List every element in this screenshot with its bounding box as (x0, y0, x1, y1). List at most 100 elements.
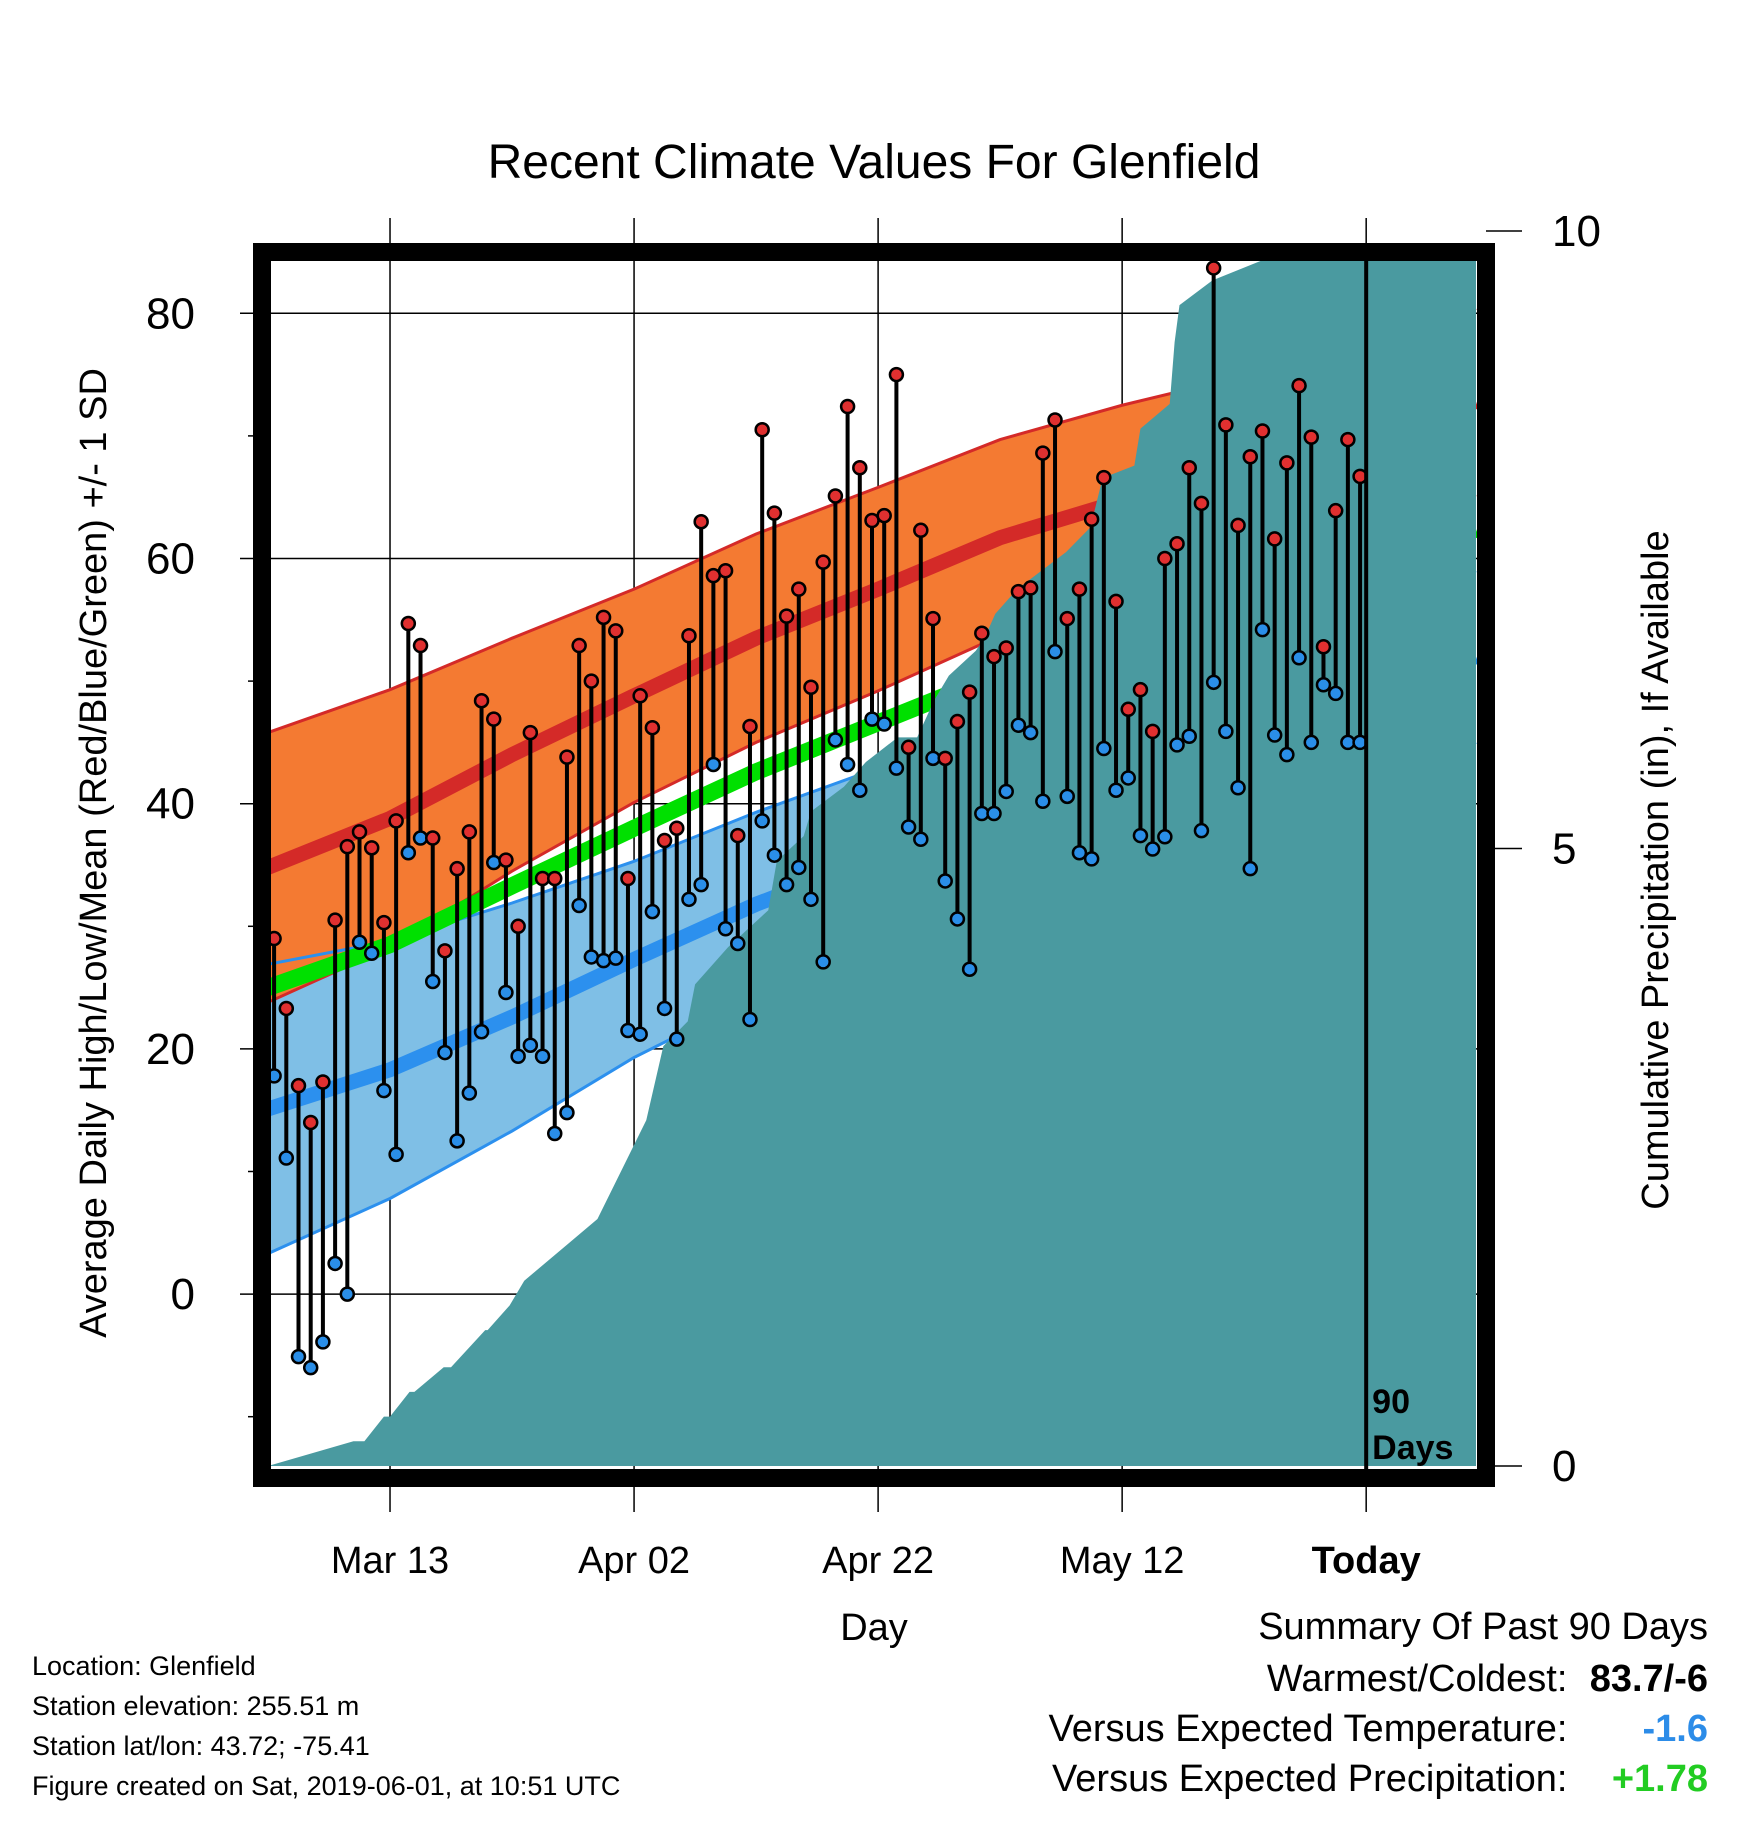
daily-low-point (876, 716, 892, 732)
daily-low-point (559, 1104, 575, 1121)
daily-high-point (461, 824, 478, 840)
daily-high-point (1035, 445, 1051, 461)
precip-area (268, 252, 1476, 1466)
summary-temp: Versus Expected Temperature: -1.6 (1049, 1708, 1708, 1751)
daily-low-point (449, 1133, 465, 1149)
daily-high-point (1132, 681, 1149, 698)
plot-frame (253, 243, 1495, 1487)
daily-high-point (1315, 639, 1332, 655)
daily-low-point (363, 945, 380, 962)
daily-high-point (803, 679, 819, 695)
daily-high-point (754, 422, 770, 438)
daily-high-point (1022, 580, 1039, 596)
daily-low-point (302, 1359, 319, 1376)
daily-low-point (1132, 827, 1149, 844)
daily-low-point (546, 1125, 563, 1142)
y-axis-tick-label: 40 (146, 780, 195, 829)
daily-high-point (1291, 377, 1307, 394)
daily-high-point (485, 711, 502, 727)
daily-low-point (937, 873, 953, 889)
daily-high-point (925, 610, 941, 627)
daily-high-point (1327, 502, 1344, 519)
daily-low-point (461, 1085, 478, 1101)
daily-low-point (888, 760, 905, 776)
daily-high-point (302, 1114, 319, 1131)
x-axis-tick-label: May 12 (1060, 1540, 1185, 1582)
daily-low-point (791, 859, 807, 876)
daily-low-point (1083, 851, 1100, 867)
x-axis-tick-label: Apr 22 (822, 1540, 934, 1582)
daily-high-point (839, 398, 856, 415)
y2-axis-tick-label: 5 (1552, 825, 1576, 874)
daily-low-point (681, 891, 697, 908)
daily-points (266, 260, 1368, 1376)
daily-high-point (327, 912, 343, 928)
daily-low-point (510, 1048, 526, 1065)
daily-high-point (315, 1074, 331, 1090)
daily-high-point (1218, 417, 1234, 433)
daily-high-point (608, 623, 624, 639)
daily-high-point (363, 840, 380, 856)
daily-low-point (1181, 728, 1198, 745)
daily-high-point (1242, 448, 1259, 465)
daily-high-point (827, 488, 844, 504)
x-axis: Mar 13 Apr 02 Apr 22 May 12 Today (331, 218, 1421, 1582)
x-axis-label: Day (840, 1607, 908, 1649)
daily-high-point (742, 718, 758, 735)
daily-low-point (742, 1011, 758, 1028)
daily-high-point (644, 719, 661, 736)
daily-low-point (998, 783, 1014, 800)
daily-high-point (278, 1000, 295, 1017)
daily-low-point (534, 1048, 551, 1065)
daily-low-point (1169, 737, 1185, 753)
daily-high-point (766, 505, 783, 521)
daily-high-point (1059, 610, 1075, 627)
daily-high-point (388, 813, 404, 829)
x-axis-tick-label: Mar 13 (331, 1540, 449, 1582)
daily-high-point (998, 640, 1014, 656)
daily-low-point (827, 732, 844, 748)
summary-precip: Versus Expected Precipitation: +1.78 (1052, 1758, 1708, 1801)
daily-low-point (1157, 829, 1173, 845)
daily-high-point (339, 838, 356, 855)
info-created: Figure created on Sat, 2019-06-01, at 10… (32, 1771, 621, 1801)
info-elevation: Station elevation: 255.51 m (32, 1691, 360, 1721)
x-axis-tick-label: Today (1312, 1540, 1421, 1582)
daily-high-point (986, 648, 1002, 665)
daily-low-point (778, 876, 795, 893)
daily-low-point (1315, 677, 1332, 693)
daily-low-point (400, 844, 417, 861)
daily-low-point (1022, 724, 1039, 741)
daily-high-point (571, 637, 587, 654)
daily-low-point (1303, 734, 1320, 751)
daily-range-stems (272, 267, 1363, 1368)
daily-low-point (351, 934, 368, 950)
daily-high-point (1266, 531, 1283, 547)
daily-high-point (778, 608, 795, 624)
daily-low-point (852, 782, 868, 798)
daily-high-point (876, 507, 892, 524)
daily-low-point (656, 1000, 673, 1017)
daily-low-point (900, 819, 917, 835)
chart-title: Recent Climate Values For Glenfield (488, 136, 1261, 189)
daily-low-point (1205, 674, 1222, 691)
cumulative-precip-area (268, 252, 1476, 1466)
daily-low-point (632, 1026, 648, 1042)
daily-high-point (620, 870, 636, 887)
daily-high-point (1096, 469, 1112, 486)
summary-heading: Summary Of Past 90 Days (1258, 1606, 1708, 1648)
x-axis-tick-label: Apr 02 (578, 1540, 690, 1582)
daily-low-point (437, 1044, 453, 1061)
info-latlon: Station lat/lon: 43.72; -75.41 (32, 1731, 370, 1761)
daily-low-point (913, 831, 929, 848)
daily-low-point (339, 1286, 356, 1302)
daily-high-point (1108, 593, 1124, 610)
daily-high-point (656, 832, 673, 849)
precip-label: Versus Expected Precipitation: (1052, 1758, 1568, 1800)
daily-high-point (1303, 429, 1320, 445)
daily-low-point (717, 921, 734, 937)
daily-low-point (1096, 740, 1112, 757)
daily-low-point (498, 984, 514, 1001)
daily-high-point (559, 749, 575, 765)
daily-high-point (949, 713, 966, 730)
